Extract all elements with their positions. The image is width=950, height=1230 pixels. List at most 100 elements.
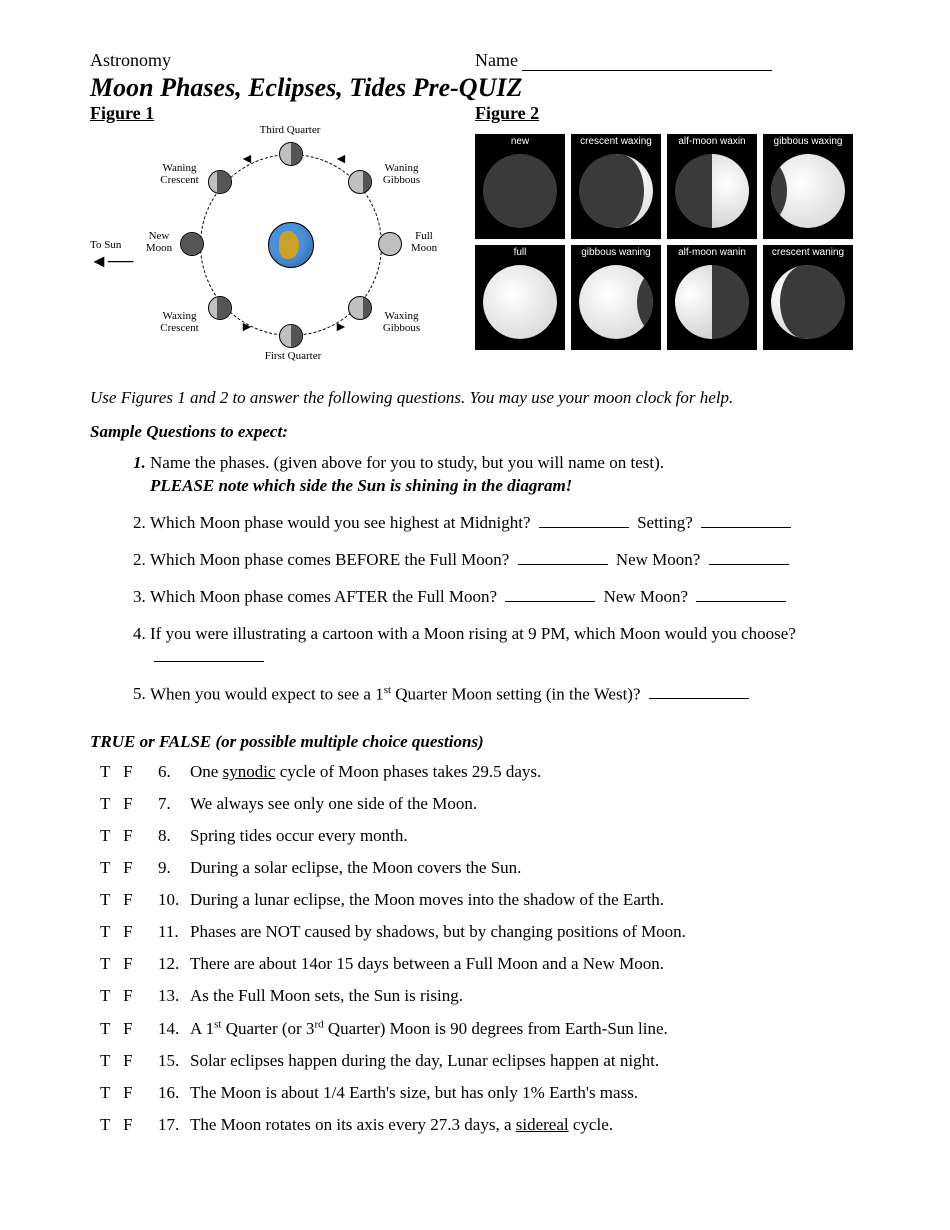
true-false-section: TRUE or FALSE (or possible multiple choi… (90, 732, 860, 1135)
figure-1-label: Figure 1 (90, 103, 475, 124)
tf-text: There are about 14or 15 days between a F… (190, 954, 664, 973)
tf-item: T F17.The Moon rotates on its axis every… (100, 1115, 860, 1135)
to-sun-label: To Sun ◄── (90, 239, 133, 272)
lbl-waxing-crescent: Waxing Crescent (152, 310, 207, 334)
question-3: Which Moon phase comes AFTER the Full Mo… (150, 586, 860, 609)
figures-row: Figure 1 To Sun ◄── Third Quarter Waning… (90, 103, 860, 384)
tf-text: One synodic cycle of Moon phases takes 2… (190, 762, 541, 781)
phase-tile: alf-moon waxin (667, 134, 757, 239)
tf-item: T F15.Solar eclipses happen during the d… (100, 1051, 860, 1071)
tf-item: T F13.As the Full Moon sets, the Sun is … (100, 986, 860, 1006)
tf-text: We always see only one side of the Moon. (190, 794, 477, 813)
phase-tile: crescent waning (763, 245, 853, 350)
lbl-waning-crescent: Waning Crescent (152, 162, 207, 186)
tf-choice[interactable]: T F (100, 1019, 158, 1039)
orbit-arrow-icon: ► (334, 320, 348, 336)
moon-first-quarter (279, 324, 303, 348)
tf-number: 9. (158, 858, 190, 878)
tf-choice[interactable]: T F (100, 826, 158, 846)
tf-heading: TRUE or FALSE (or possible multiple choi… (90, 732, 860, 752)
lbl-third-quarter: Third Quarter (255, 124, 325, 136)
q3-tail: New Moon? (604, 587, 689, 606)
phase-label: gibbous waning (571, 245, 661, 260)
lbl-first-quarter: First Quarter (258, 350, 328, 362)
tf-item: T F10.During a lunar eclipse, the Moon m… (100, 890, 860, 910)
answer-blank[interactable] (709, 564, 789, 565)
answer-blank[interactable] (505, 601, 595, 602)
tf-item: T F12.There are about 14or 15 days betwe… (100, 954, 860, 974)
tf-number: 14. (158, 1019, 190, 1039)
moon-orbit-diagram: To Sun ◄── Third Quarter Waning Gibbous … (90, 124, 475, 384)
question-2b: Which Moon phase comes BEFORE the Full M… (150, 549, 860, 572)
sup-st: st (384, 684, 391, 696)
phase-tile: crescent waxing (571, 134, 661, 239)
tf-choice[interactable]: T F (100, 922, 158, 942)
phase-tile: new (475, 134, 565, 239)
lbl-waning-gibbous: Waning Gibbous (374, 162, 429, 186)
phase-tile: gibbous waxing (763, 134, 853, 239)
tf-number: 6. (158, 762, 190, 782)
tf-choice[interactable]: T F (100, 986, 158, 1006)
q2b-text: Which Moon phase comes BEFORE the Full M… (150, 550, 509, 569)
tf-choice[interactable]: T F (100, 954, 158, 974)
tf-item: T F11.Phases are NOT caused by shadows, … (100, 922, 860, 942)
tf-choice[interactable]: T F (100, 1115, 158, 1135)
q2b-tail: New Moon? (616, 550, 701, 569)
tf-number: 10. (158, 890, 190, 910)
phase-label: crescent waning (763, 245, 853, 260)
sample-heading: Sample Questions to expect: (90, 422, 860, 442)
moon-icon (771, 154, 845, 228)
subject-label: Astronomy (90, 50, 475, 71)
answer-blank[interactable] (518, 564, 608, 565)
to-sun-text: To Sun (90, 239, 121, 251)
phase-tile: alf-moon wanin (667, 245, 757, 350)
moon-waning-gibbous (348, 170, 372, 194)
q1-text: Name the phases. (given above for you to… (150, 453, 664, 472)
figure-1: Figure 1 To Sun ◄── Third Quarter Waning… (90, 103, 475, 384)
tf-text: Phases are NOT caused by shadows, but by… (190, 922, 686, 941)
tf-choice[interactable]: T F (100, 1083, 158, 1103)
tf-number: 17. (158, 1115, 190, 1135)
tf-choice[interactable]: T F (100, 1051, 158, 1071)
tf-number: 15. (158, 1051, 190, 1071)
tf-choice[interactable]: T F (100, 762, 158, 782)
phase-label: alf-moon waxin (667, 134, 757, 149)
moon-waxing-crescent (208, 296, 232, 320)
answer-blank[interactable] (154, 661, 264, 662)
question-list: Name the phases. (given above for you to… (90, 452, 860, 706)
tf-choice[interactable]: T F (100, 890, 158, 910)
figure-2: Figure 2 new crescent waxing alf-moon waxi… (475, 103, 860, 384)
moon-icon (483, 265, 557, 339)
phase-label: new (475, 134, 565, 149)
moon-waxing-gibbous (348, 296, 372, 320)
tf-choice[interactable]: T F (100, 858, 158, 878)
earth-icon (268, 222, 314, 268)
question-5: When you would expect to see a 1st Quart… (150, 683, 860, 707)
answer-blank[interactable] (696, 601, 786, 602)
answer-blank[interactable] (701, 527, 791, 528)
tf-text: As the Full Moon sets, the Sun is rising… (190, 986, 463, 1005)
moon-icon (579, 154, 653, 228)
figure-2-label: Figure 2 (475, 103, 860, 124)
tf-text: Solar eclipses happen during the day, Lu… (190, 1051, 659, 1070)
q5a-text: When you would expect to see a 1 (150, 684, 384, 703)
tf-text: A 1st Quarter (or 3rd Quarter) Moon is 9… (190, 1019, 668, 1038)
moon-icon (675, 154, 749, 228)
phase-label: alf-moon wanin (667, 245, 757, 260)
tf-item: T F7.We always see only one side of the … (100, 794, 860, 814)
lbl-full: Full Moon (404, 230, 444, 254)
tf-number: 12. (158, 954, 190, 974)
orbit-arrow-icon: ► (240, 320, 254, 336)
tf-choice[interactable]: T F (100, 794, 158, 814)
answer-blank[interactable] (539, 527, 629, 528)
question-2a: Which Moon phase would you see highest a… (150, 512, 860, 535)
page-title: Moon Phases, Eclipses, Tides Pre-QUIZ (90, 73, 860, 103)
question-4: If you were illustrating a cartoon with … (150, 623, 860, 669)
phase-label: gibbous waxing (763, 134, 853, 149)
tf-number: 8. (158, 826, 190, 846)
q2a-text: Which Moon phase would you see highest a… (150, 513, 531, 532)
instructions: Use Figures 1 and 2 to answer the follow… (90, 388, 860, 408)
name-blank[interactable] (522, 70, 772, 71)
phase-label: full (475, 245, 565, 260)
answer-blank[interactable] (649, 698, 749, 699)
